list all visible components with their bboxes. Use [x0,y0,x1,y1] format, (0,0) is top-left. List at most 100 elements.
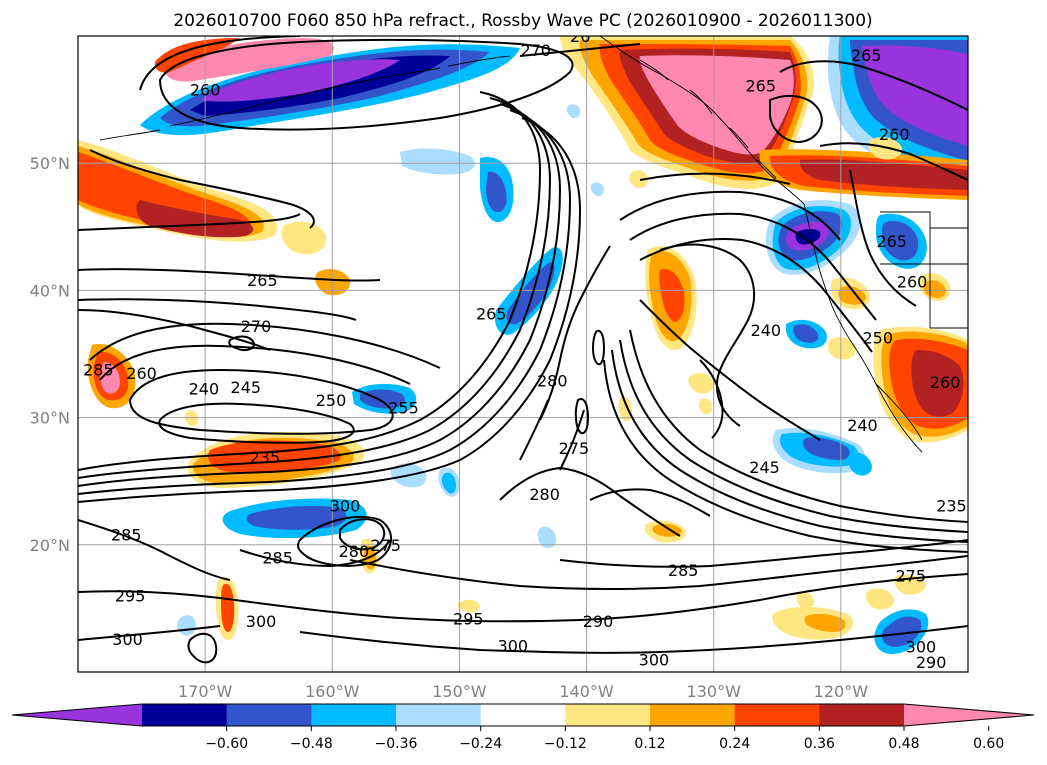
contour-label-40: 285 [83,360,114,379]
contour-south-west-box [78,213,301,231]
lon-tick-label-5: 120°W [814,682,869,701]
contour-label-8: 260 [897,272,928,291]
shade-ne-streak-darkred [799,159,968,190]
shade-misc-blue-1 [441,472,456,494]
contour-east-5 [629,329,968,523]
shade-aleutian-purple [200,59,400,102]
shade-aleutian-pink [165,38,334,82]
coast-westcoast-us [803,203,923,453]
shade-sub-blue-2 [246,506,347,530]
shade-37e-blue2 [793,324,819,343]
contour-label-34: 275 [370,536,401,555]
contour-label-30: 255 [388,398,419,417]
figure-title: 2026010700 F060 850 hPa refract., Rossby… [173,11,872,31]
contour-label-7: 265 [876,232,907,251]
contour-label-41: 260 [126,364,157,383]
lon-tick-label-4: 130°W [687,682,742,701]
colorbar-label-8: 0.48 [888,736,919,752]
contour-east-6 [619,339,968,533]
contour-ne-2 [769,95,823,144]
shade-cn-blue-4 [506,262,555,325]
contour-label-17: 290 [916,653,947,672]
shade-30e-blue2 [803,437,850,460]
shade-misc-yellow-11 [184,410,198,427]
shade-baja-darkred [911,350,964,417]
colorbar-label-3: −0.24 [459,736,502,752]
contour-west-cyclone-4 [89,322,441,369]
lat-tick-label-0: 20°N [30,536,70,555]
contour-label-3: 260 [190,80,221,99]
contour-ne-3 [819,142,968,181]
contour-label-27: 240 [189,379,220,398]
contour-label-1: 265 [247,271,278,290]
contour-east-2 [629,212,877,321]
shade-misc-yellow-2 [618,396,632,422]
contour-ne-1 [779,60,968,111]
colorbar-segment-4 [480,704,566,726]
contour-270-north [139,36,641,91]
shade-30e-blue3 [848,452,872,476]
lat-tick-label-1: 30°N [30,409,70,428]
contour-270-west [78,309,271,351]
shade-ne-pink [639,55,794,155]
colorbar-label-5: 0.12 [634,736,665,752]
shade-hawaii-red [221,583,235,632]
shade-misc-lightblue-4 [566,104,580,119]
colorbar-extend-high [904,704,1034,726]
shade-west-red [78,152,252,234]
contour-east-9 [659,243,756,427]
contour-east-8 [603,359,968,553]
shade-sw-pink [100,362,120,394]
colorbar-segment-3 [396,704,482,726]
colorbar-label-1: −0.48 [290,736,333,752]
colorbar-extend-low [12,704,142,726]
contour-label-14: 235 [936,496,967,515]
contour-west-cyclone-1 [128,368,394,435]
shade-misc-yellow-7 [828,337,856,360]
shade-se-yellow-2 [866,588,894,610]
contour-label-42: 26 [570,27,590,46]
contour-label-layer: 270 265 270 260 265 265 260 265 260 240 250 260 240 2… [83,27,967,672]
contour-label-15: 275 [896,566,927,585]
contour-west-cyclone-3 [99,344,411,385]
map-frame [77,35,969,673]
map-gridlines [78,36,968,672]
contour-label-29: 250 [316,391,347,410]
contour-290-south [349,555,968,590]
contour-jet-5 [78,117,582,503]
shade-west-darkred [136,200,254,238]
contour-label-5: 265 [745,77,776,96]
axis-tick-labels: 170°W 160°W 150°W 140°W 130°W 120°W 20°N 30°N 40… [30,154,869,701]
colorbar-label-4: −0.12 [544,736,587,752]
contour-280-loop [297,516,392,567]
map-plot-area: 270 265 270 260 265 265 260 265 260 240 250 260 240 2… [78,27,968,672]
colorbar: −0.60 −0.48 −0.36 −0.24 −0.12 0.12 0.24 0.36 0.4… [11,703,1035,752]
contour-label-2: 270 [520,41,551,60]
contour-label-38: 300 [112,630,143,649]
shade-misc-lightblue-3 [590,182,604,197]
contour-west-cyclone-2 [158,402,355,444]
contour-280-central [539,245,611,421]
contour-ridge-4 [589,488,711,517]
shade-blob-yellow-1 [281,221,327,255]
contour-275-loop [339,518,386,551]
contour-east-7 [611,349,968,543]
shade-misc-lightblue-2 [537,526,556,548]
colorbar-label-9: 0.60 [973,736,1004,752]
coast-state-lines [880,211,968,329]
contour-east-10 [699,359,724,439]
coastlines [99,36,968,453]
contour-295-south [78,573,968,623]
contour-300-south [78,625,968,654]
shade-misc-yellow-12 [698,398,712,415]
colorbar-segment-7 [734,704,820,726]
contour-label-26: 300 [639,650,670,669]
contour-label-35: 285 [262,549,293,568]
colorbar-segment-6 [650,704,736,726]
contour-label-31: 235 [250,448,281,467]
contour-label-32: 300 [330,496,361,515]
shade-misc-yellow-8 [868,137,902,160]
shade-coast-blue2 [882,220,919,261]
colorbar-segment-2 [311,704,397,726]
